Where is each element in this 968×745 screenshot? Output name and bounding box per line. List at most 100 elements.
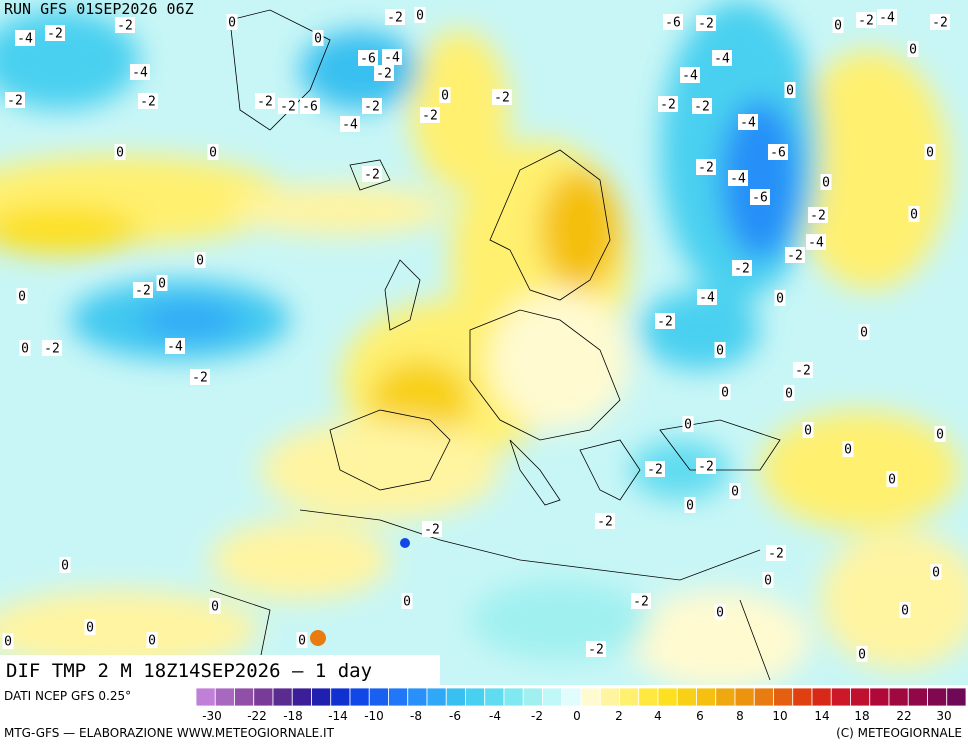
contour-label: -2	[257, 95, 273, 110]
contour-label-box	[714, 342, 726, 358]
contour-label: -2	[932, 16, 948, 31]
contour-label: 0	[858, 648, 866, 663]
contour-label-box	[774, 290, 786, 306]
colorbar-tick-label: -6	[449, 709, 461, 723]
colorbar-swatch	[234, 687, 255, 707]
contour-label: -4	[699, 291, 715, 306]
footer-right: (C) METEOGIORNALE	[836, 726, 962, 740]
colorbar-swatch	[734, 687, 755, 707]
contour-label-box	[300, 98, 320, 114]
colorbar-swatch	[426, 687, 447, 707]
contour-label-box	[42, 340, 62, 356]
colorbar-swatch	[657, 687, 678, 707]
contour-label-box	[165, 338, 185, 354]
contour-label-box	[856, 12, 876, 28]
contour-label-box	[820, 174, 832, 190]
contour-label-box	[658, 96, 678, 112]
contour-label: 0	[888, 473, 896, 488]
colorbar-tick-label: -14	[328, 709, 348, 723]
colorbar-swatch	[253, 687, 274, 707]
contour-label-box	[631, 593, 651, 609]
contour-label: -2	[192, 371, 208, 386]
contour-label-box	[194, 252, 206, 268]
contour-label-box	[877, 9, 897, 25]
contour-label: -2	[424, 523, 440, 538]
colorbar-tick-label: 6	[696, 709, 704, 723]
contour-label: 0	[785, 387, 793, 402]
contour-label: -4	[808, 236, 824, 251]
colorbar-swatch	[927, 687, 948, 707]
colorbar-swatch	[830, 687, 851, 707]
contour-label: 0	[910, 208, 918, 223]
contour-label: -4	[132, 66, 148, 81]
colorbar-tick-label: 0	[573, 709, 581, 723]
contour-label: 0	[716, 344, 724, 359]
colorbar-swatch	[638, 687, 659, 707]
contour-label-box	[728, 170, 748, 186]
contour-label: 0	[116, 146, 124, 161]
contour-label: 0	[764, 574, 772, 589]
colorbar-tick-label: 8	[736, 709, 744, 723]
contour-label: -2	[47, 27, 63, 42]
contour-label-box	[930, 564, 942, 580]
contour-label-box	[806, 234, 826, 250]
contour-label: -2	[657, 315, 673, 330]
contour-label: 0	[926, 146, 934, 161]
footer-left: MTG-GFS — ELABORAZIONE WWW.METEOGIORNALE…	[4, 726, 335, 740]
contour-label: -4	[342, 118, 358, 133]
contour-label: 0	[86, 621, 94, 636]
contour-label: 0	[860, 326, 868, 341]
colorbar-swatch	[753, 687, 774, 707]
contour-label-box	[5, 92, 25, 108]
run-header: RUN GFS 01SEP2026 06Z	[4, 0, 194, 18]
contour-label-box	[15, 30, 35, 46]
contour-label-box	[133, 282, 153, 298]
contour-label-box	[924, 144, 936, 160]
contour-label-box	[655, 313, 675, 329]
contour-label-box	[712, 50, 732, 66]
contour-label-box	[156, 275, 168, 291]
contour-label: -2	[647, 463, 663, 478]
contour-label-box	[19, 340, 31, 356]
contour-label: 0	[211, 600, 219, 615]
contour-label-box	[226, 14, 238, 30]
colorbar-swatch	[888, 687, 909, 707]
colorbar-swatch	[214, 687, 235, 707]
contour-label-box	[793, 362, 813, 378]
contour-label-box	[692, 98, 712, 114]
contour-label-box	[680, 67, 700, 83]
contour-label: -2	[135, 284, 151, 299]
colorbar-tick-label: 22	[896, 709, 911, 723]
map-title: DIF TMP 2 M 18Z14SEP2026 — 1 day	[6, 660, 372, 682]
colorbar-swatch	[580, 687, 601, 707]
contour-label-box	[340, 116, 360, 132]
contour-label: -2	[117, 19, 133, 34]
contour-label-box	[930, 14, 950, 30]
contour-label-box	[907, 41, 919, 57]
contour-label: -6	[752, 191, 768, 206]
contour-label: 0	[18, 290, 26, 305]
contour-label-box	[714, 604, 726, 620]
colorbar-swatch	[522, 687, 543, 707]
contour-label: -4	[730, 172, 746, 187]
contour-label: -4	[740, 116, 756, 131]
contour-label: -2	[597, 515, 613, 530]
colorbar-swatch	[850, 687, 871, 707]
colorbar-swatch	[676, 687, 697, 707]
colorbar-tick-label: -4	[489, 709, 501, 723]
contour-label-box	[663, 14, 683, 30]
contour-label: 0	[721, 386, 729, 401]
contour-label-box	[84, 619, 96, 635]
contour-label: 0	[314, 32, 322, 47]
contour-label: 0	[731, 485, 739, 500]
contour-label-box	[492, 89, 512, 105]
contour-label-box	[697, 289, 717, 305]
contour-label-box	[762, 572, 774, 588]
contour-label: -2	[698, 161, 714, 176]
contour-label: -2	[698, 460, 714, 475]
contour-label: 0	[901, 604, 909, 619]
contour-label-box	[190, 369, 210, 385]
colorbar-tick-label: -10	[364, 709, 384, 723]
contour-label-box	[114, 144, 126, 160]
